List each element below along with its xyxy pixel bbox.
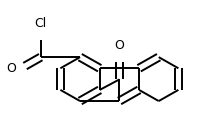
Text: O: O bbox=[6, 62, 16, 75]
Text: Cl: Cl bbox=[35, 17, 47, 30]
Text: O: O bbox=[115, 39, 124, 52]
